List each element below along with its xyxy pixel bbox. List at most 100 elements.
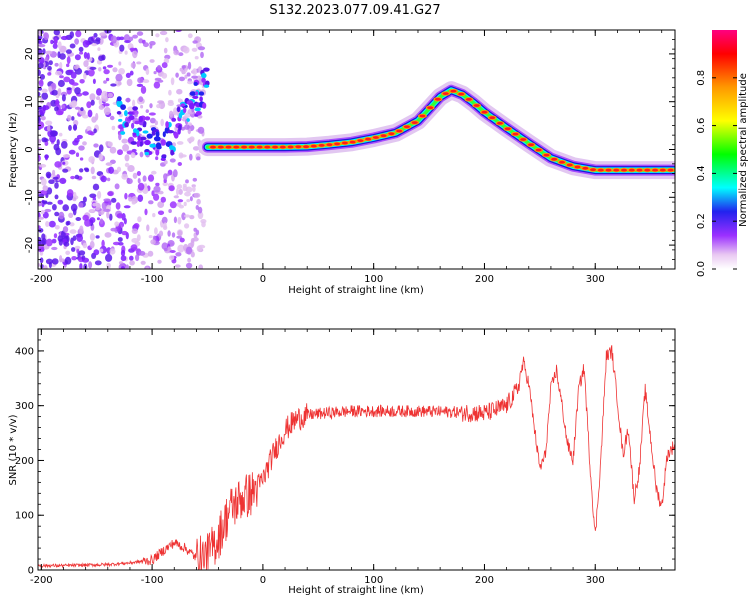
noise-blob	[54, 161, 62, 168]
tail-blob	[186, 118, 190, 122]
noise-blob	[187, 33, 193, 39]
noise-blob	[43, 138, 49, 142]
x-tick-label: 0	[260, 575, 266, 586]
snr-x-axis-label: Height of straight line (km)	[288, 585, 424, 596]
noise-blob	[129, 70, 134, 76]
tail-blob	[136, 140, 141, 147]
noise-blob	[120, 249, 126, 257]
noise-blob	[66, 56, 71, 65]
noise-blob	[163, 160, 168, 165]
noise-blob	[169, 255, 175, 261]
noise-blob	[47, 65, 52, 71]
noise-blob	[82, 196, 87, 203]
noise-blob	[134, 113, 138, 118]
noise-blob	[83, 72, 87, 80]
noise-blob	[178, 204, 184, 209]
noise-blob	[185, 246, 193, 255]
noise-blob	[112, 241, 121, 246]
noise-blob	[109, 213, 113, 221]
tail-blob	[176, 106, 181, 113]
noise-blob	[103, 198, 111, 202]
noise-blob	[44, 154, 49, 161]
noise-blob	[129, 47, 137, 51]
noise-blob	[173, 107, 178, 114]
tail-blob	[194, 107, 201, 112]
noise-blob	[96, 96, 100, 101]
tail-blob	[165, 121, 169, 129]
noise-blob	[147, 250, 154, 257]
noise-blob	[41, 238, 47, 246]
noise-blob	[40, 209, 45, 215]
noise-blob	[74, 106, 81, 110]
track-core-red	[590, 168, 596, 172]
noise-blob	[122, 144, 130, 152]
noise-blob	[45, 120, 53, 126]
y-tick-label: -20	[24, 237, 35, 253]
tail-blob	[116, 96, 122, 102]
noise-blob	[38, 91, 41, 97]
noise-blob	[101, 201, 107, 210]
noise-blob	[81, 257, 90, 263]
noise-blob	[45, 171, 52, 178]
noise-blob	[52, 176, 59, 180]
noise-blob	[89, 209, 94, 213]
tail-blob	[201, 77, 206, 83]
track-core-red	[574, 165, 581, 169]
noise-blob	[127, 106, 134, 112]
tail-blob	[189, 91, 196, 96]
noise-blob	[154, 227, 158, 235]
track-core-red	[551, 157, 558, 161]
noise-blob	[179, 237, 185, 243]
noise-blob	[93, 32, 98, 38]
noise-blob	[63, 76, 71, 83]
x-tick-label: -100	[141, 274, 164, 285]
noise-blob	[109, 146, 117, 154]
track-core-red	[667, 168, 674, 172]
noise-blob	[62, 154, 70, 158]
noise-blob	[184, 223, 190, 229]
noise-blob	[89, 217, 96, 224]
noise-blob	[168, 89, 172, 96]
noise-blob	[59, 75, 64, 79]
noise-blob	[131, 228, 138, 235]
noise-blob	[86, 52, 90, 60]
noise-blob	[177, 230, 183, 237]
track-core-red	[582, 166, 589, 170]
noise-blob	[38, 44, 46, 48]
noise-blob	[149, 117, 156, 124]
noise-blob	[93, 128, 97, 134]
noise-blob	[82, 40, 90, 48]
noise-blob	[124, 154, 130, 162]
noise-blob	[118, 132, 122, 141]
noise-blob	[69, 222, 75, 227]
noise-blob	[87, 109, 93, 118]
noise-blob	[114, 221, 120, 227]
spectrogram-y-ticks: -20 -10 0 10 20	[24, 29, 675, 270]
noise-blob	[124, 50, 128, 55]
noise-blob	[124, 162, 130, 168]
noise-blob	[82, 91, 89, 96]
y-tick-label: 10	[24, 95, 35, 108]
noise-blob	[187, 128, 191, 135]
noise-blob	[177, 244, 185, 253]
noise-blob	[173, 216, 177, 224]
noise-blob	[89, 66, 97, 70]
noise-blob	[98, 67, 102, 72]
noise-blob	[136, 61, 142, 65]
snr-series-line	[38, 345, 675, 570]
noise-blob	[193, 192, 201, 198]
track-core-red	[264, 145, 271, 149]
tail-blob	[136, 129, 140, 137]
noise-blob	[176, 235, 183, 239]
tail-blob	[124, 110, 128, 117]
noise-blob	[88, 261, 93, 269]
noise-blob	[168, 209, 172, 213]
noise-blob	[91, 43, 98, 47]
noise-blob	[130, 244, 138, 251]
tail-blob	[143, 121, 147, 126]
noise-blob	[46, 201, 53, 205]
noise-blob	[72, 197, 77, 202]
noise-blob	[78, 145, 85, 151]
noise-blob	[189, 196, 193, 202]
